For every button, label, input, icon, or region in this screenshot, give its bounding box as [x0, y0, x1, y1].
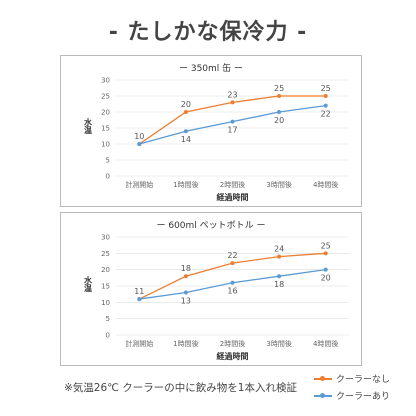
data-point [183, 274, 188, 279]
data-label: 20 [321, 274, 331, 283]
data-label: 13 [181, 297, 191, 306]
x-tick-label: 1時間後 [173, 180, 198, 189]
data-point [230, 119, 235, 124]
data-label: 22 [321, 110, 331, 119]
data-label: 14 [181, 135, 191, 144]
data-label: 25 [321, 241, 331, 250]
data-point [277, 274, 282, 279]
data-point [277, 94, 282, 98]
data-point [230, 261, 235, 266]
legend-swatch-no-cooler [314, 375, 332, 381]
legend-label-with-cooler: クーラーあり [336, 392, 391, 402]
data-label: 25 [274, 84, 284, 93]
x-tick-label: 1時間後 [173, 339, 198, 348]
chart-600ml-bottle: ー 600ml ペットボトル ー 0 5 10 15 20 25 30 計測開始 1時間後 2時間後… [60, 212, 362, 366]
data-point [137, 142, 142, 146]
legend-swatch-with-cooler [314, 392, 332, 398]
x-axis-title: 経過時間 [217, 192, 249, 202]
data-point [183, 129, 188, 134]
chart-350ml-svg: ー 350ml 缶 ー 0 5 10 15 20 25 30 計測開始 1時間後 2時間後 3時間後 4… [83, 62, 349, 202]
y-tick-label: 10 [101, 141, 110, 149]
chart-350ml-can: ー 350ml 缶 ー 0 5 10 15 20 25 30 計測開始 1時間後 2時間後 3時間後 4… [60, 55, 362, 207]
data-point [230, 100, 235, 105]
data-point [230, 280, 235, 285]
chart-600ml-svg: ー 600ml ペットボトル ー 0 5 10 15 20 25 30 計測開始 1時間後 2時間後… [83, 220, 349, 361]
y-tick-label: 25 [101, 93, 110, 101]
data-point [137, 297, 142, 302]
chart-title: ー 600ml ペットボトル ー [156, 220, 265, 231]
x-tick-label: 計測開始 [125, 180, 153, 189]
data-label: 20 [274, 116, 284, 125]
data-label: 20 [181, 100, 191, 109]
data-label: 18 [274, 280, 284, 289]
data-point [183, 110, 188, 114]
legend: クーラーなし クーラーあり [314, 370, 390, 404]
y-tick-label: 10 [101, 299, 110, 307]
y-tick-label: 5 [106, 315, 110, 323]
data-label: 16 [227, 287, 237, 296]
data-point [277, 254, 282, 259]
x-tick-label: 2時間後 [220, 180, 245, 189]
x-tick-label: 3時間後 [266, 180, 291, 189]
y-tick-label: 5 [106, 157, 110, 165]
y-tick-label: 20 [101, 266, 110, 274]
data-label: 17 [227, 126, 237, 135]
x-tick-label: 3時間後 [266, 339, 291, 348]
data-label: 25 [321, 84, 331, 93]
data-label: 22 [227, 251, 237, 260]
data-point [183, 290, 188, 295]
data-label: 10 [134, 132, 144, 141]
y-tick-label: 15 [101, 283, 110, 291]
y-tick-label: 30 [101, 77, 110, 85]
y-axis-title: 水温 [83, 275, 93, 293]
data-label: 23 [227, 90, 237, 99]
y-axis-title: 水温 [83, 117, 93, 135]
legend-item-no-cooler: クーラーなし [314, 370, 390, 387]
y-tick-label: 30 [101, 234, 110, 242]
x-tick-label: 4時間後 [313, 180, 338, 189]
legend-label-no-cooler: クーラーなし [336, 375, 391, 385]
footnote: ※気温26℃ クーラーの中に飲み物を1本入れ検証 [64, 382, 297, 394]
x-axis-title: 経過時間 [217, 351, 249, 361]
chart-title: ー 350ml 缶 ー [179, 62, 243, 74]
legend-item-with-cooler: クーラーあり [314, 387, 390, 404]
data-point [323, 251, 328, 256]
data-point [323, 267, 328, 272]
y-tick-label: 25 [101, 250, 110, 258]
data-label: 18 [181, 264, 191, 273]
y-tick-label: 15 [101, 125, 110, 133]
data-label: 11 [134, 287, 144, 296]
data-point [277, 110, 282, 114]
data-point [323, 103, 328, 108]
x-tick-label: 計測開始 [125, 339, 153, 348]
data-label: 24 [274, 245, 284, 254]
y-tick-label: 20 [101, 109, 110, 117]
data-point [323, 94, 328, 98]
y-tick-label: 0 [106, 173, 110, 181]
x-tick-label: 4時間後 [313, 339, 338, 348]
page-title: - たしかな保冷力 - [108, 20, 308, 45]
x-tick-label: 2時間後 [220, 339, 245, 348]
y-tick-label: 0 [106, 332, 110, 340]
